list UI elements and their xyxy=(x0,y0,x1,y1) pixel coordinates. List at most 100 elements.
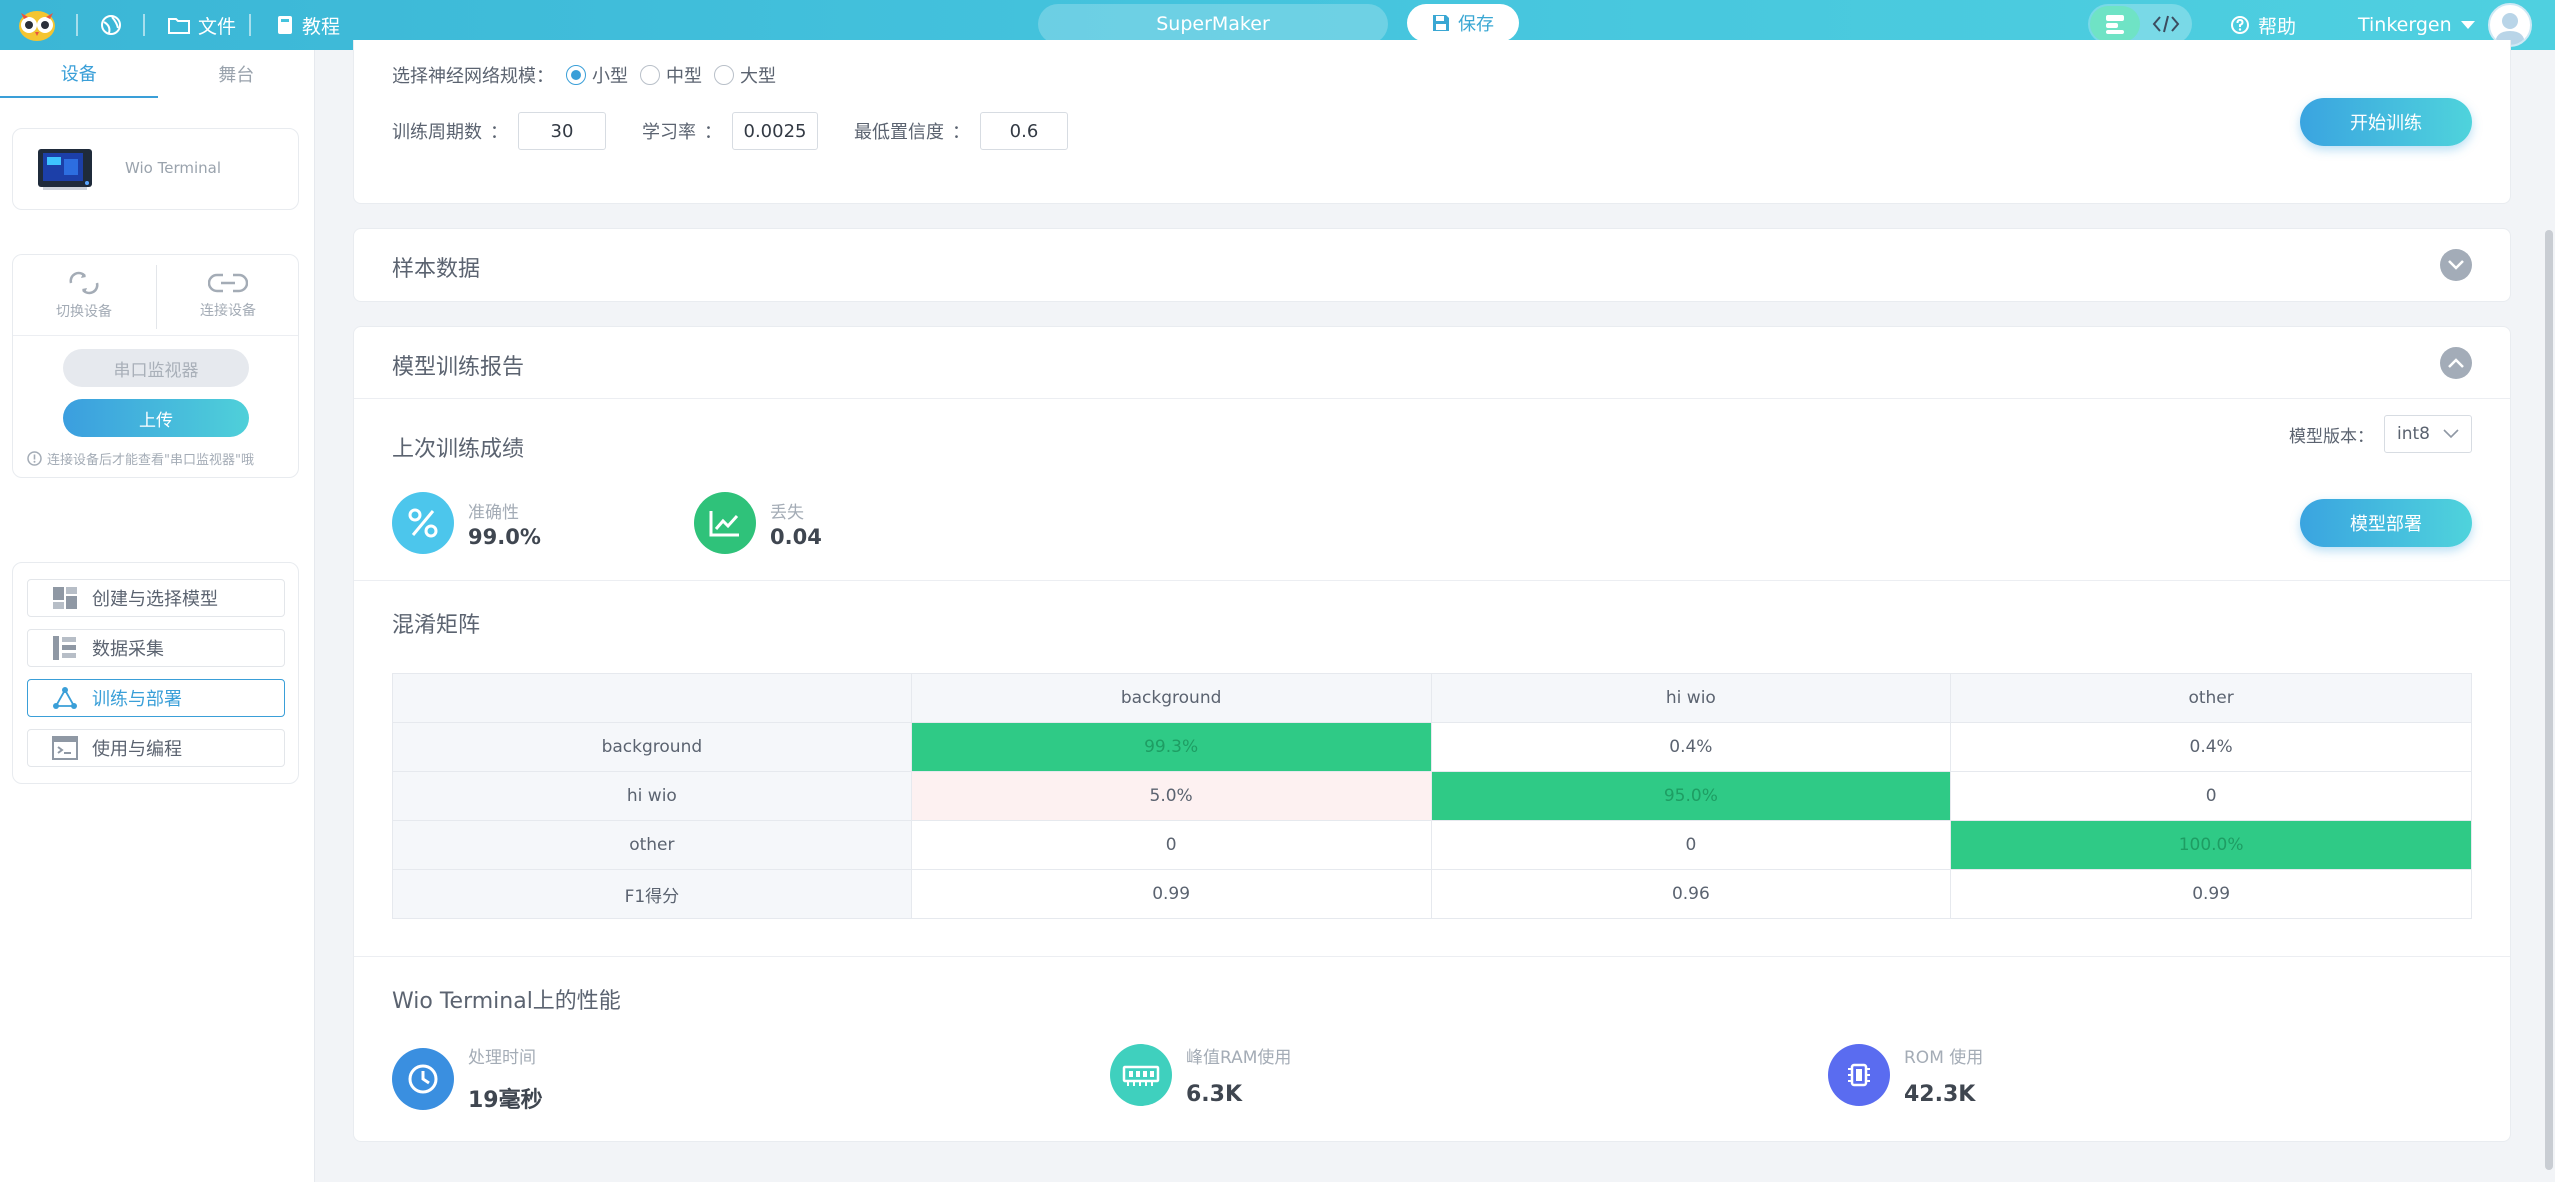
confidence-input[interactable]: 0.6 xyxy=(980,112,1068,150)
colon: ： xyxy=(704,122,722,143)
workflow-nav: 创建与选择模型 数据采集 训练与部署 使用与编程 xyxy=(12,562,299,784)
device-card[interactable]: Wio Terminal xyxy=(12,128,299,210)
upload-button[interactable]: 上传 xyxy=(63,399,249,437)
divider xyxy=(249,14,251,36)
owl-logo-icon[interactable] xyxy=(18,8,56,42)
dashboard-icon xyxy=(53,587,77,609)
mode-toggle[interactable] xyxy=(2088,4,2192,44)
hyperparams-row: 训练周期数 ： 30 学习率 ： 0.0025 最低置信度 ： 0.6 xyxy=(392,112,1104,150)
last-result-title: 上次训练成绩 xyxy=(392,437,525,462)
percent-icon xyxy=(392,492,454,554)
sidebar-tabs: 设备 舞台 xyxy=(0,50,315,98)
save-button[interactable]: 保存 xyxy=(1407,4,1519,42)
help-button[interactable]: 帮助 xyxy=(2230,0,2296,50)
table-cell: 0.99 xyxy=(1950,869,2472,919)
table-cell: 0.96 xyxy=(1430,869,1952,919)
training-report-panel: 模型训练报告 上次训练成绩 模型版本： int8 准确性 99.0% 丢失 0.… xyxy=(353,326,2511,1142)
data-collect-icon xyxy=(53,636,76,660)
network-size-label: 选择神经网络规模： xyxy=(392,66,554,87)
loss-label: 丢失 xyxy=(770,502,804,523)
chip-icon xyxy=(1828,1044,1890,1106)
language-button[interactable] xyxy=(100,0,122,50)
nav-item-label: 数据采集 xyxy=(92,639,164,660)
caret-down-icon xyxy=(2460,21,2475,29)
blocks-mode-icon[interactable] xyxy=(2090,6,2140,42)
scrollbar[interactable] xyxy=(2545,230,2553,1170)
table-cell: 99.3% xyxy=(910,722,1432,772)
model-version-select[interactable]: int8 xyxy=(2384,415,2472,453)
radio-medium[interactable] xyxy=(640,65,660,85)
nav-item-label: 创建与选择模型 xyxy=(92,589,218,610)
table-cell: 5.0% xyxy=(910,771,1432,821)
tab-device[interactable]: 设备 xyxy=(0,50,158,98)
training-params-panel: 选择神经网络规模： 小型 中型 大型 训练周期数 ： 30 学习率 ： 0.00… xyxy=(353,40,2511,204)
help-label: 帮助 xyxy=(2258,15,2297,38)
accuracy-label: 准确性 xyxy=(468,502,519,523)
radio-small[interactable] xyxy=(566,65,586,85)
nav-item-label: 训练与部署 xyxy=(92,689,182,710)
sidebar: 设备 舞台 Wio Terminal 切换设备 连接设备 串口监视器 上传 连接… xyxy=(0,50,315,1182)
colon: ： xyxy=(952,122,970,143)
table-header-cell: background xyxy=(910,673,1432,723)
code-mode-icon[interactable] xyxy=(2142,6,2190,42)
deploy-model-button[interactable]: 模型部署 xyxy=(2300,499,2472,547)
link-icon xyxy=(208,273,248,293)
epochs-label: 训练周期数 xyxy=(392,122,482,143)
table-row: other 0 0 100.0% xyxy=(392,820,2472,870)
nav-item-data-collection[interactable]: 数据采集 xyxy=(27,629,285,667)
loss-metric: 丢失 0.04 xyxy=(694,492,822,554)
accuracy-metric: 准确性 99.0% xyxy=(392,492,541,554)
table-cell: 0.99 xyxy=(910,869,1432,919)
start-training-button[interactable]: 开始训练 xyxy=(2300,98,2472,146)
row-label: hi wio xyxy=(392,771,912,821)
table-cell: 0 xyxy=(1430,820,1952,870)
divider xyxy=(156,265,157,329)
performance-title: Wio Terminal上的性能 xyxy=(392,989,621,1014)
row-label: F1得分 xyxy=(392,869,912,919)
project-name-field[interactable]: SuperMaker xyxy=(1038,4,1388,44)
peak-ram-metric: 峰值RAM使用 6.3K xyxy=(1110,1043,1291,1107)
chevron-down-icon[interactable] xyxy=(2440,249,2472,281)
nav-item-label: 使用与编程 xyxy=(92,739,182,760)
radio-small-label: 小型 xyxy=(592,66,628,87)
epochs-input[interactable]: 30 xyxy=(518,112,606,150)
chevron-down-icon xyxy=(2443,429,2459,439)
avatar[interactable] xyxy=(2488,3,2532,47)
learning-rate-input[interactable]: 0.0025 xyxy=(732,112,818,150)
switch-icon xyxy=(69,271,99,295)
sample-data-title: 样本数据 xyxy=(392,257,481,282)
connect-device-label: 连接设备 xyxy=(200,303,256,319)
clock-icon xyxy=(392,1047,454,1110)
tab-stage[interactable]: 舞台 xyxy=(218,65,255,86)
serial-monitor-button[interactable]: 串口监视器 xyxy=(63,349,249,387)
connect-device-button[interactable]: 连接设备 xyxy=(157,263,299,329)
tutorial-menu[interactable]: 教程 xyxy=(276,0,340,50)
divider xyxy=(354,956,2510,957)
radio-large-label: 大型 xyxy=(740,66,776,87)
file-menu[interactable]: 文件 xyxy=(168,0,236,50)
device-name: Wio Terminal xyxy=(125,159,222,177)
switch-device-button[interactable]: 切换设备 xyxy=(13,263,155,329)
user-menu[interactable]: Tinkergen xyxy=(2358,0,2476,50)
username: Tinkergen xyxy=(2358,14,2452,36)
globe-icon xyxy=(101,15,121,35)
chevron-up-icon[interactable] xyxy=(2440,347,2472,379)
radio-large[interactable] xyxy=(714,65,734,85)
table-cell: 0.4% xyxy=(1430,722,1952,772)
model-version: 模型版本： int8 xyxy=(2289,415,2472,453)
accuracy-value: 99.0% xyxy=(468,524,541,549)
divider xyxy=(76,14,78,36)
network-size-row: 选择神经网络规模： 小型 中型 大型 xyxy=(392,62,776,88)
model-version-value: int8 xyxy=(2397,424,2430,444)
radio-medium-label: 中型 xyxy=(666,66,702,87)
table-cell: 0 xyxy=(910,820,1432,870)
divider xyxy=(143,14,145,36)
colon: ： xyxy=(490,122,508,143)
table-cell: 0 xyxy=(1950,771,2472,821)
nav-item-train-deploy[interactable]: 训练与部署 xyxy=(27,679,285,717)
row-label: other xyxy=(392,820,912,870)
nav-item-use-program[interactable]: 使用与编程 xyxy=(27,729,285,767)
nav-item-create-model[interactable]: 创建与选择模型 xyxy=(27,579,285,617)
table-header-cell: hi wio xyxy=(1430,673,1952,723)
sample-data-panel[interactable]: 样本数据 xyxy=(353,228,2511,302)
